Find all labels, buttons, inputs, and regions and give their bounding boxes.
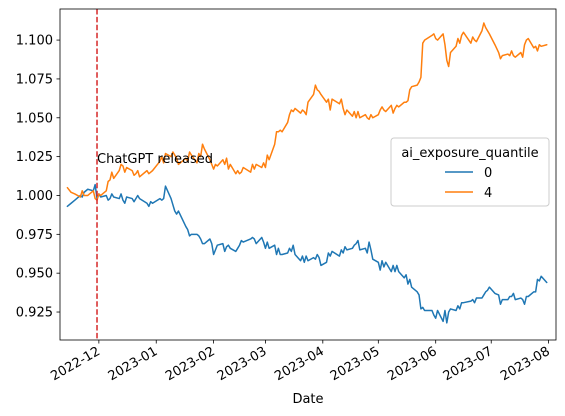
y-tick-label: 0.975 — [16, 228, 53, 243]
y-tick-label: 1.025 — [16, 150, 53, 165]
legend: ai_exposure_quantile 0 4 — [390, 137, 550, 207]
y-tick-label: 0.950 — [16, 267, 53, 282]
annotation-layer: ChatGPT released — [96, 9, 213, 340]
legend-title: ai_exposure_quantile — [401, 146, 538, 161]
y-tick-label: 1.075 — [16, 72, 53, 87]
plot-frame — [59, 8, 557, 341]
legend-label-0: 0 — [484, 166, 492, 181]
chatgpt-release-label: ChatGPT released — [97, 152, 213, 167]
series-line-0 — [66, 183, 548, 324]
series-line-4 — [66, 22, 548, 201]
y-tick-label: 1.050 — [16, 111, 53, 126]
y-tick-label: 1.000 — [16, 189, 53, 204]
y-tick-label: 1.100 — [16, 34, 53, 49]
legend-label-4: 4 — [484, 186, 492, 201]
y-tick-label: 0.925 — [16, 306, 53, 321]
x-axis-label: Date — [292, 392, 323, 407]
series-layer — [66, 22, 548, 324]
